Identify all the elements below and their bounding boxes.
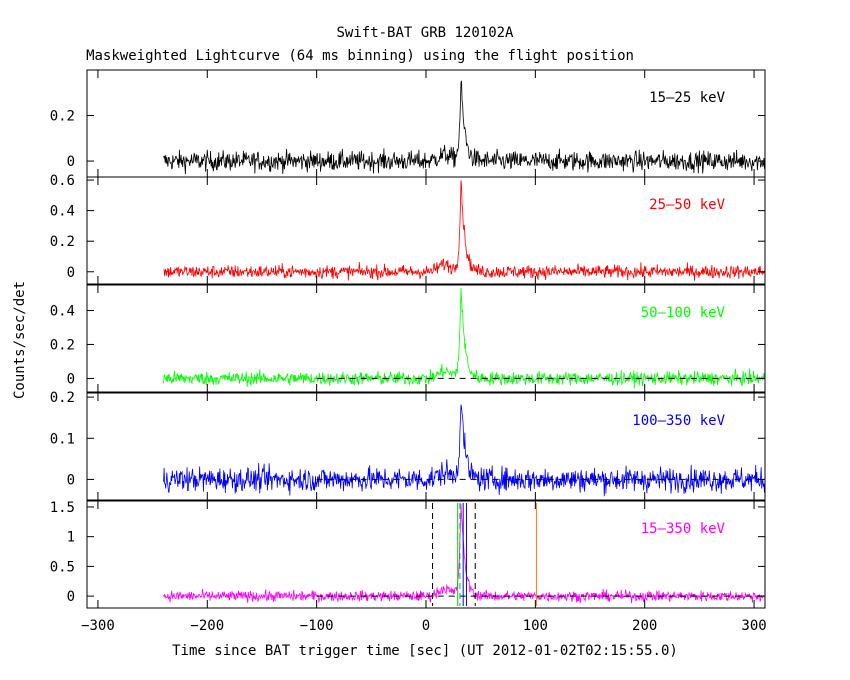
y-tick-label: 0 xyxy=(67,589,75,605)
x-tick-label: −300 xyxy=(81,618,115,634)
panel-5: 0 0.5 1 1.5 15–350 keV xyxy=(50,500,766,609)
lightcurve-series-5 xyxy=(163,503,765,604)
band-label: 25–50 keV xyxy=(649,197,725,213)
y-tick-label: 0 xyxy=(67,371,75,387)
x-tick-label: −200 xyxy=(190,618,224,634)
y-tick-label: 0.5 xyxy=(50,559,75,575)
x-tick-label: −100 xyxy=(300,618,334,634)
y-tick-label: 0 xyxy=(67,154,75,170)
band-label: 15–25 keV xyxy=(649,90,725,106)
y-tick-label: 0 xyxy=(67,265,75,281)
lightcurve-series-2 xyxy=(163,180,765,281)
y-tick-label: 0.1 xyxy=(50,431,75,447)
panel-frame xyxy=(86,284,766,393)
x-tick-label: 0 xyxy=(422,618,430,634)
lightcurve-series-4 xyxy=(163,404,765,497)
lightcurve-series-3 xyxy=(163,287,765,389)
y-tick-label: 1 xyxy=(67,530,75,546)
panels-group: 0 0.2 15–25 keV 0 0.2 0.4 0.6 25–50 keV 0 0.2 0.4 5… xyxy=(50,69,766,609)
x-axis: −300 −200 −100 0 100 200 300 xyxy=(81,618,767,634)
chart-title: Swift-BAT GRB 120102A xyxy=(336,25,514,41)
y-tick-label: 0.2 xyxy=(50,390,75,406)
band-label: 15–350 keV xyxy=(641,521,726,537)
panel-1: 0 0.2 15–25 keV xyxy=(50,69,766,178)
x-tick-label: 100 xyxy=(523,618,548,634)
y-tick-label: 0.6 xyxy=(50,173,75,189)
y-tick-label: 0 xyxy=(67,472,75,488)
y-tick-label: 0.4 xyxy=(50,204,75,220)
y-tick-label: 1.5 xyxy=(50,500,75,516)
band-label: 100–350 keV xyxy=(632,413,725,429)
band-label: 50–100 keV xyxy=(641,305,726,321)
x-tick-label: 300 xyxy=(741,618,766,634)
y-tick-label: 0.2 xyxy=(50,109,75,125)
lightcurve-series-1 xyxy=(163,80,765,175)
y-tick-label: 0.4 xyxy=(50,303,75,319)
panel-4: 0 0.1 0.2 100–350 keV xyxy=(50,390,766,501)
y-tick-label: 0.2 xyxy=(50,337,75,353)
x-tick-label: 200 xyxy=(632,618,657,634)
x-axis-label: Time since BAT trigger time [sec] (UT 20… xyxy=(172,643,678,659)
y-tick-label: 0.2 xyxy=(50,234,75,250)
panel-3: 0 0.2 0.4 50–100 keV xyxy=(50,284,766,393)
chart-subtitle: Maskweighted Lightcurve (64 ms binning) … xyxy=(86,48,634,64)
panel-2: 0 0.2 0.4 0.6 25–50 keV xyxy=(50,173,766,285)
y-axis-label: Counts/sec/det xyxy=(12,281,28,399)
